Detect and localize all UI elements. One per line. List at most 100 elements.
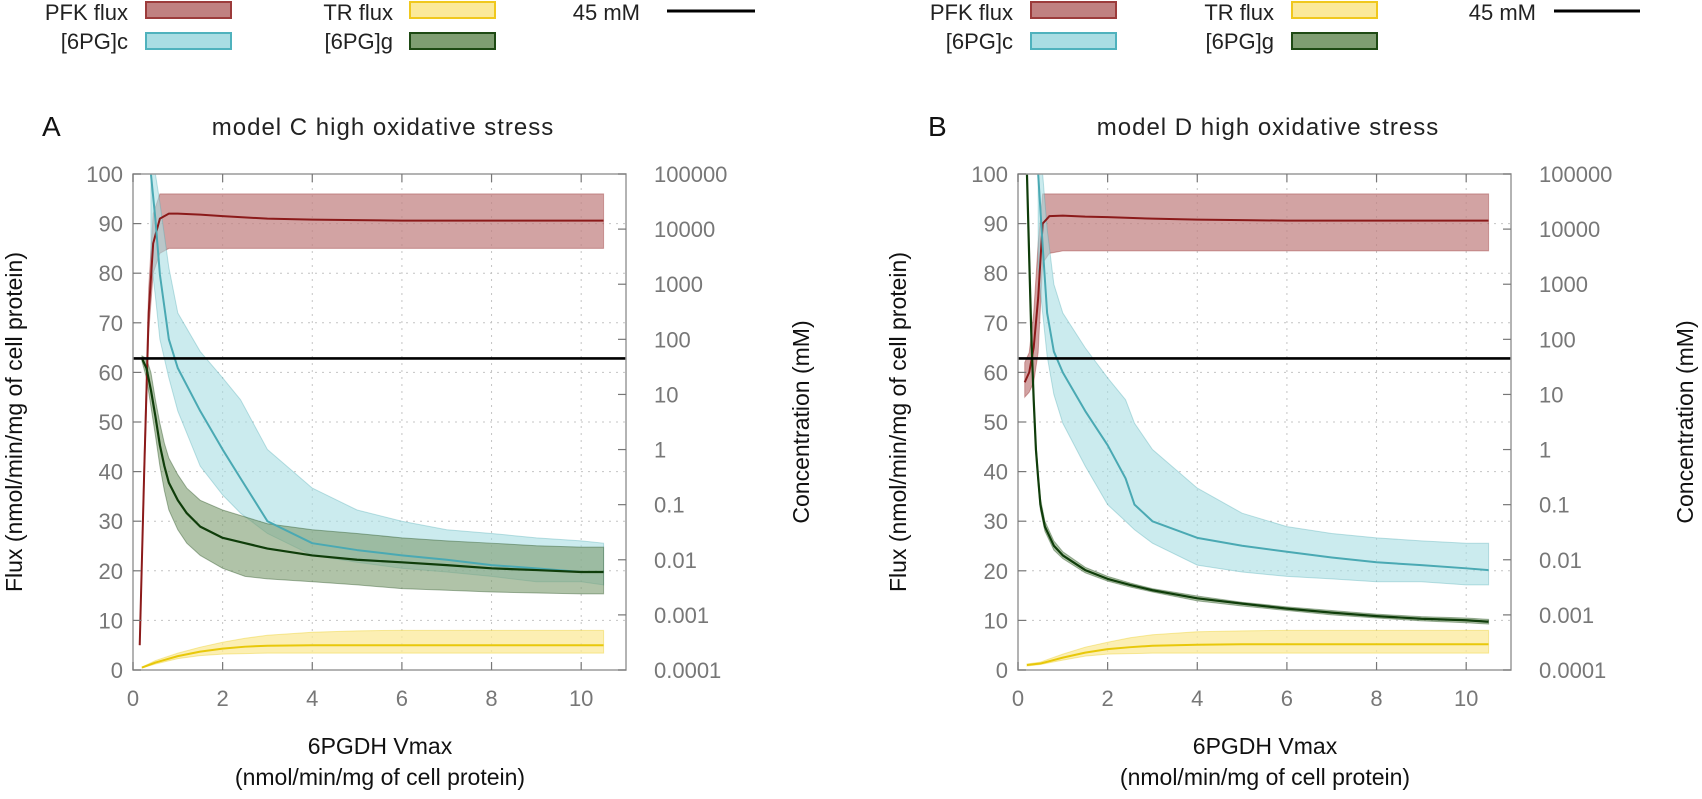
legend-label-tr-flux: TR flux: [1204, 0, 1274, 25]
line-6pg-c: [1037, 174, 1489, 572]
axis-ticks: 0 2 4 6 8 1001020304050607080901000.00010.001…: [86, 162, 727, 711]
y-right-tick-label: 10: [654, 382, 678, 407]
y-right-tick-label: 100: [654, 327, 691, 352]
y-left-tick-label: 30: [984, 509, 1008, 534]
line-pfk-flux: [138, 212, 604, 646]
band-tr-flux: [1026, 629, 1490, 667]
legend-label-6pg-c: [6PG]c: [946, 29, 1013, 54]
legend-label-6pg-g: [6PG]g: [325, 29, 393, 54]
y-right-tick-label: 10000: [654, 217, 715, 242]
x-tick-label: 2: [1102, 686, 1114, 711]
line-6pg-g: [1025, 174, 1489, 623]
y-axis-left-label: Flux (nmol/min/mg of cell protein): [885, 252, 911, 592]
y-right-tick-label: 1000: [1539, 272, 1588, 297]
band-tr-flux: [141, 629, 605, 669]
legend-swatch-6pg-g: [1291, 32, 1378, 50]
x-tick-label: 0: [127, 686, 139, 711]
y-right-tick-label: 10: [1539, 382, 1563, 407]
y-right-tick-label: 100000: [654, 162, 727, 187]
y-right-tick-label: 0.0001: [654, 658, 721, 683]
y-right-tick-label: 100000: [1539, 162, 1612, 187]
y-right-tick-label: 10000: [1539, 217, 1600, 242]
y-left-tick-label: 80: [99, 261, 123, 286]
y-right-tick-label: 0.1: [1539, 493, 1570, 518]
y-axis-right-label: Concentration (mM): [788, 320, 814, 523]
y-left-tick-label: 30: [99, 509, 123, 534]
axis-ticks: 0 2 4 6 8 1001020304050607080901000.00010.001…: [971, 162, 1612, 711]
legend-swatch-tr-flux: [1291, 1, 1378, 19]
panel-b: B model D high oxidative stress 0 2 4 6 8 100…: [885, 111, 1698, 790]
x-tick-label: 8: [485, 686, 497, 711]
y-left-tick-label: 0: [996, 658, 1008, 683]
x-tick-label: 10: [1454, 686, 1478, 711]
line-6pg-g: [140, 357, 604, 574]
band-pfk-flux: [139, 193, 605, 646]
panel-label: B: [928, 111, 947, 142]
y-right-tick-label: 0.01: [654, 548, 697, 573]
y-left-tick-label: 80: [984, 261, 1008, 286]
legend-swatch-6pg-g: [409, 32, 496, 50]
y-axis-left-label: Flux (nmol/min/mg of cell protein): [1, 252, 27, 592]
y-right-tick-label: 0.001: [654, 603, 709, 628]
band-6pg-c: [1037, 174, 1490, 586]
x-tick-label: 4: [306, 686, 318, 711]
x-axis-units: (nmol/min/mg of cell protein): [1120, 764, 1410, 790]
y-left-tick-label: 20: [99, 559, 123, 584]
x-tick-label: 2: [217, 686, 229, 711]
legend-label-pfk-flux: PFK flux: [45, 0, 128, 25]
y-right-tick-label: 1: [654, 438, 666, 463]
legend-left: PFK flux TR flux 45 mM [6PG]c [6PG]g: [45, 0, 755, 54]
y-left-tick-label: 40: [984, 460, 1008, 485]
y-left-tick-label: 70: [99, 311, 123, 336]
y-right-tick-label: 1: [1539, 438, 1551, 463]
y-left-tick-label: 60: [99, 360, 123, 385]
x-axis-label: 6PGDH Vmax: [1193, 733, 1338, 759]
legend-swatch-pfk-flux: [145, 1, 232, 19]
x-tick-label: 8: [1370, 686, 1382, 711]
legend-label-6pg-c: [6PG]c: [61, 29, 128, 54]
y-right-tick-label: 0.1: [654, 493, 685, 518]
legend-swatch-6pg-c: [1030, 32, 1117, 50]
panel-a: A model C high oxidative stress 0 2 4 6 8 100…: [1, 111, 814, 790]
y-right-tick-label: 0.01: [1539, 548, 1582, 573]
y-left-tick-label: 50: [984, 410, 1008, 435]
y-left-tick-label: 0: [111, 658, 123, 683]
chart-title: model C high oxidative stress: [212, 114, 554, 141]
x-axis-units: (nmol/min/mg of cell protein): [235, 764, 525, 790]
legend-label-6pg-g: [6PG]g: [1206, 29, 1274, 54]
line-pfk-flux: [1023, 214, 1489, 383]
y-left-tick-label: 100: [971, 162, 1008, 187]
line-6pg-c: [149, 174, 604, 574]
x-tick-label: 10: [569, 686, 593, 711]
x-tick-label: 0: [1012, 686, 1024, 711]
x-tick-label: 4: [1191, 686, 1203, 711]
legend-label-pfk-flux: PFK flux: [930, 0, 1013, 25]
plot-series: [133, 174, 626, 669]
y-left-tick-label: 40: [99, 460, 123, 485]
legend-swatch-6pg-c: [145, 32, 232, 50]
legend-label-45mm: 45 mM: [573, 0, 640, 25]
y-left-tick-label: 90: [99, 212, 123, 237]
plot-series: [1018, 174, 1511, 667]
y-right-tick-label: 100: [1539, 327, 1576, 352]
legend-swatch-pfk-flux: [1030, 1, 1117, 19]
y-right-tick-label: 1000: [654, 272, 703, 297]
y-left-tick-label: 90: [984, 212, 1008, 237]
x-axis-label: 6PGDH Vmax: [308, 733, 453, 759]
chart-title: model D high oxidative stress: [1097, 114, 1439, 141]
y-left-tick-label: 100: [86, 162, 123, 187]
y-left-tick-label: 10: [99, 608, 123, 633]
line-tr-flux: [141, 644, 604, 669]
legend-label-tr-flux: TR flux: [323, 0, 393, 25]
y-axis-right-label: Concentration (mM): [1672, 320, 1698, 523]
y-left-tick-label: 70: [984, 311, 1008, 336]
x-tick-label: 6: [1281, 686, 1293, 711]
line-tr-flux: [1026, 643, 1489, 667]
x-tick-label: 6: [396, 686, 408, 711]
band-6pg-g: [141, 355, 605, 595]
legend-right: PFK flux TR flux 45 mM [6PG]c [6PG]g: [930, 0, 1640, 54]
panel-label: A: [42, 111, 61, 142]
legend-swatch-tr-flux: [409, 1, 496, 19]
y-left-tick-label: 10: [984, 608, 1008, 633]
